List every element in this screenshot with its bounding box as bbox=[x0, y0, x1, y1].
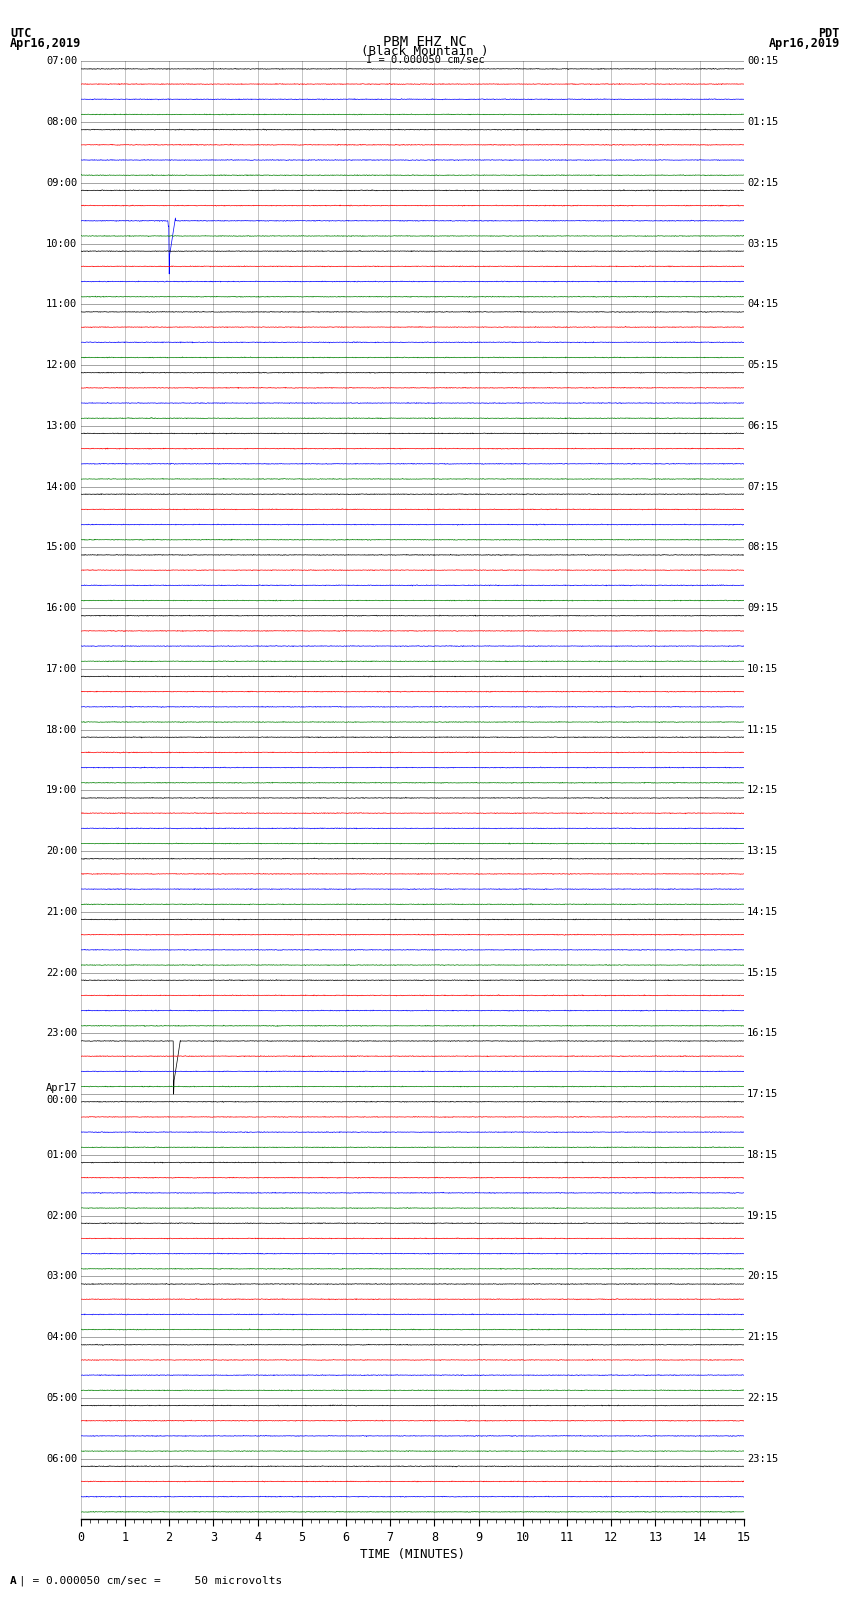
Text: 02:00: 02:00 bbox=[46, 1211, 77, 1221]
Text: 16:15: 16:15 bbox=[747, 1029, 779, 1039]
Text: 02:15: 02:15 bbox=[747, 177, 779, 187]
Text: 00:15: 00:15 bbox=[747, 56, 779, 66]
Text: I = 0.000050 cm/sec: I = 0.000050 cm/sec bbox=[366, 55, 484, 65]
Text: 14:00: 14:00 bbox=[46, 482, 77, 492]
Text: 12:15: 12:15 bbox=[747, 786, 779, 795]
Text: 11:15: 11:15 bbox=[747, 724, 779, 734]
Text: 09:15: 09:15 bbox=[747, 603, 779, 613]
Text: 16:00: 16:00 bbox=[46, 603, 77, 613]
Text: 17:15: 17:15 bbox=[747, 1089, 779, 1098]
Text: 20:15: 20:15 bbox=[747, 1271, 779, 1281]
Text: 12:00: 12:00 bbox=[46, 360, 77, 369]
Text: 21:15: 21:15 bbox=[747, 1332, 779, 1342]
Text: 14:15: 14:15 bbox=[747, 907, 779, 916]
Text: 09:00: 09:00 bbox=[46, 177, 77, 187]
Text: 18:15: 18:15 bbox=[747, 1150, 779, 1160]
Text: 08:00: 08:00 bbox=[46, 118, 77, 127]
Text: 08:15: 08:15 bbox=[747, 542, 779, 552]
Text: Apr16,2019: Apr16,2019 bbox=[10, 37, 82, 50]
Text: 19:00: 19:00 bbox=[46, 786, 77, 795]
X-axis label: TIME (MINUTES): TIME (MINUTES) bbox=[360, 1548, 465, 1561]
Text: 21:00: 21:00 bbox=[46, 907, 77, 916]
Text: 19:15: 19:15 bbox=[747, 1211, 779, 1221]
Text: 20:00: 20:00 bbox=[46, 847, 77, 857]
Text: 18:00: 18:00 bbox=[46, 724, 77, 734]
Text: 03:00: 03:00 bbox=[46, 1271, 77, 1281]
Text: 03:15: 03:15 bbox=[747, 239, 779, 248]
Text: 11:00: 11:00 bbox=[46, 300, 77, 310]
Text: 13:15: 13:15 bbox=[747, 847, 779, 857]
Text: | = 0.000050 cm/sec =     50 microvolts: | = 0.000050 cm/sec = 50 microvolts bbox=[19, 1576, 282, 1586]
Text: PBM EHZ NC: PBM EHZ NC bbox=[383, 35, 467, 48]
Text: 13:00: 13:00 bbox=[46, 421, 77, 431]
Text: 22:00: 22:00 bbox=[46, 968, 77, 977]
Text: 10:15: 10:15 bbox=[747, 665, 779, 674]
Text: 06:15: 06:15 bbox=[747, 421, 779, 431]
Text: 04:15: 04:15 bbox=[747, 300, 779, 310]
Text: (Black Mountain ): (Black Mountain ) bbox=[361, 45, 489, 58]
Text: 10:00: 10:00 bbox=[46, 239, 77, 248]
Text: 05:00: 05:00 bbox=[46, 1394, 77, 1403]
Text: 17:00: 17:00 bbox=[46, 665, 77, 674]
Text: UTC: UTC bbox=[10, 27, 31, 40]
Text: Apr16,2019: Apr16,2019 bbox=[768, 37, 840, 50]
Text: 15:15: 15:15 bbox=[747, 968, 779, 977]
Text: A: A bbox=[10, 1576, 17, 1586]
Text: 23:00: 23:00 bbox=[46, 1029, 77, 1039]
Text: 22:15: 22:15 bbox=[747, 1394, 779, 1403]
Text: 23:15: 23:15 bbox=[747, 1453, 779, 1463]
Text: 07:00: 07:00 bbox=[46, 56, 77, 66]
Text: 05:15: 05:15 bbox=[747, 360, 779, 369]
Text: Apr17
00:00: Apr17 00:00 bbox=[46, 1084, 77, 1105]
Text: 15:00: 15:00 bbox=[46, 542, 77, 552]
Text: 06:00: 06:00 bbox=[46, 1453, 77, 1463]
Text: PDT: PDT bbox=[819, 27, 840, 40]
Text: 01:00: 01:00 bbox=[46, 1150, 77, 1160]
Text: 04:00: 04:00 bbox=[46, 1332, 77, 1342]
Text: 07:15: 07:15 bbox=[747, 482, 779, 492]
Text: 01:15: 01:15 bbox=[747, 118, 779, 127]
